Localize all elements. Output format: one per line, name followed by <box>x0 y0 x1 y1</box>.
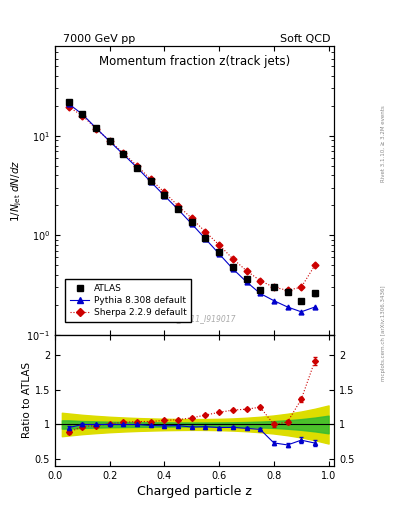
X-axis label: Charged particle z: Charged particle z <box>137 485 252 498</box>
Text: Soft QCD: Soft QCD <box>280 33 330 44</box>
Text: Momentum fraction z(track jets): Momentum fraction z(track jets) <box>99 55 290 68</box>
Legend: ATLAS, Pythia 8.308 default, Sherpa 2.2.9 default: ATLAS, Pythia 8.308 default, Sherpa 2.2.… <box>65 279 191 322</box>
Y-axis label: Ratio to ATLAS: Ratio to ATLAS <box>22 362 32 438</box>
Y-axis label: $1/N_{\rm jet}\;dN/dz$: $1/N_{\rm jet}\;dN/dz$ <box>9 159 24 222</box>
Text: mcplots.cern.ch [arXiv:1306.3436]: mcplots.cern.ch [arXiv:1306.3436] <box>381 285 386 380</box>
Text: Rivet 3.1.10, ≥ 3.2M events: Rivet 3.1.10, ≥ 3.2M events <box>381 105 386 182</box>
Text: ATLAS_2011_I919017: ATLAS_2011_I919017 <box>153 314 236 323</box>
Text: 7000 GeV pp: 7000 GeV pp <box>63 33 135 44</box>
